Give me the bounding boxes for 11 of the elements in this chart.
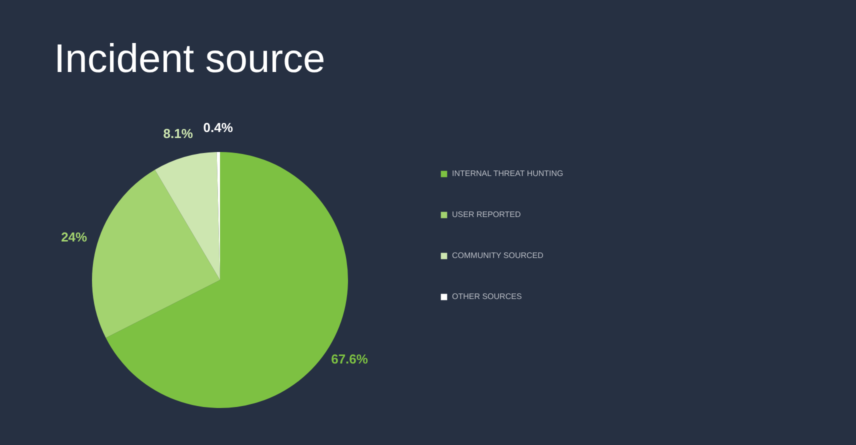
legend-label: OTHER SOURCES <box>452 292 522 301</box>
legend-label: COMMUNITY SOURCED <box>452 251 544 260</box>
pie-slice <box>92 170 220 338</box>
legend-label: INTERNAL THREAT HUNTING <box>452 169 564 178</box>
data-label: 8.1% <box>163 126 194 141</box>
data-label: 67.6% <box>331 352 368 367</box>
chart-title: Incident source <box>54 37 326 81</box>
data-label: 24% <box>61 229 88 244</box>
data-label: 0.4% <box>203 120 234 136</box>
legend-label: USER REPORTED <box>452 210 521 219</box>
pie-slice <box>154 152 220 280</box>
